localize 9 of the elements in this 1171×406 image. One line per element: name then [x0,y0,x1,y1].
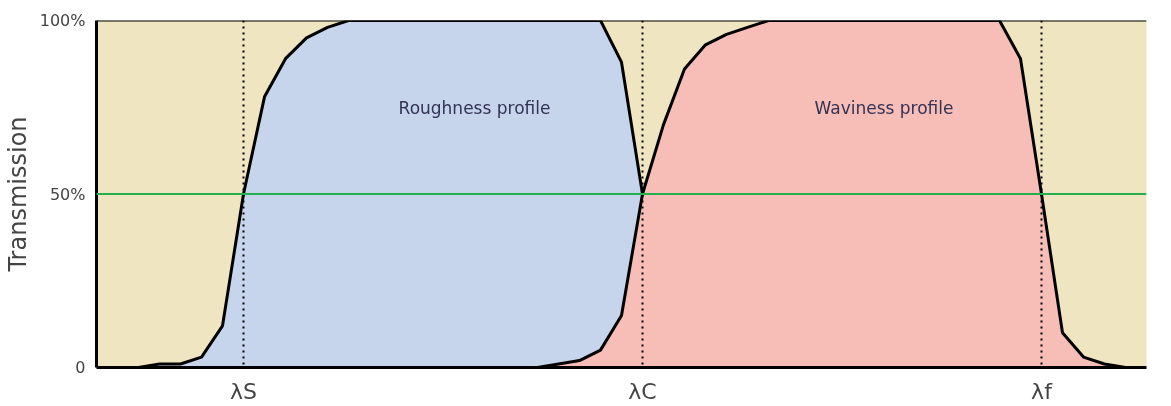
series-label: Roughness profile [398,97,551,118]
y-tick-label: 100% [39,11,86,30]
series-label: Waviness profile [814,97,954,118]
y-tick-label: 50% [49,184,86,204]
x-tick-label: λC [628,378,657,404]
y-axis-title: Transmission [3,116,32,273]
y-tick-label: 0 [75,358,86,377]
x-tick-label: λf [1031,378,1054,404]
x-tick-label: λS [230,378,257,404]
